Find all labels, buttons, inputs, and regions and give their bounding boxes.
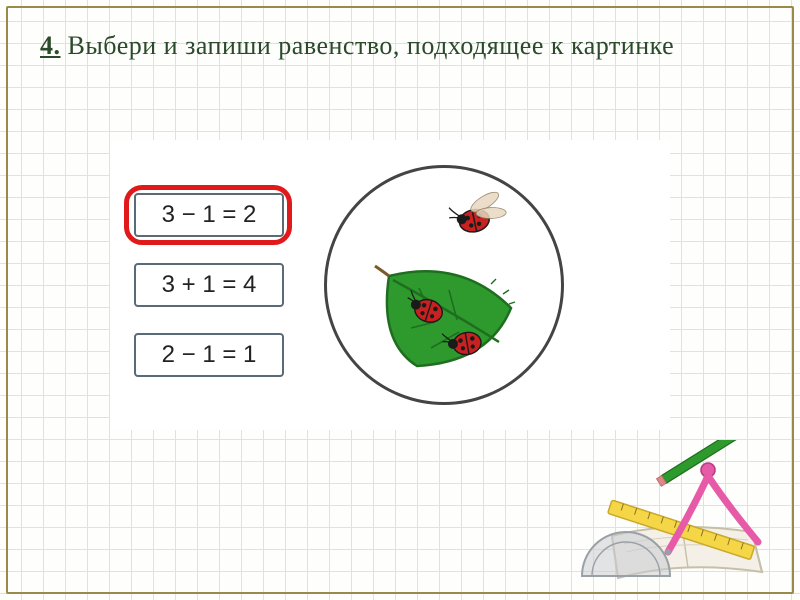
equation-options: 3 − 1 = 2 3 + 1 = 4 2 − 1 = 1 [134,193,284,377]
picture-circle [324,165,564,405]
equation-option-3[interactable]: 2 − 1 = 1 [134,333,284,377]
equation-option-2[interactable]: 3 + 1 = 4 [134,263,284,307]
school-supplies-icon [552,440,782,590]
ladybug-flying-icon [443,184,512,243]
equation-option-1[interactable]: 3 − 1 = 2 [134,193,284,237]
ladybug-on-leaf-icon [440,323,487,364]
question-number: 4. [40,31,61,60]
question-text: 4. Выбери и запиши равенство, подходящее… [40,28,760,63]
content-panel: 3 − 1 = 2 3 + 1 = 4 2 − 1 = 1 [110,140,670,430]
question-body: Выбери и запиши равенство, подходящее к … [68,31,675,60]
equation-text: 3 + 1 = 4 [162,271,257,298]
equation-text: 3 − 1 = 2 [162,201,257,228]
equation-text: 2 − 1 = 1 [162,341,257,368]
